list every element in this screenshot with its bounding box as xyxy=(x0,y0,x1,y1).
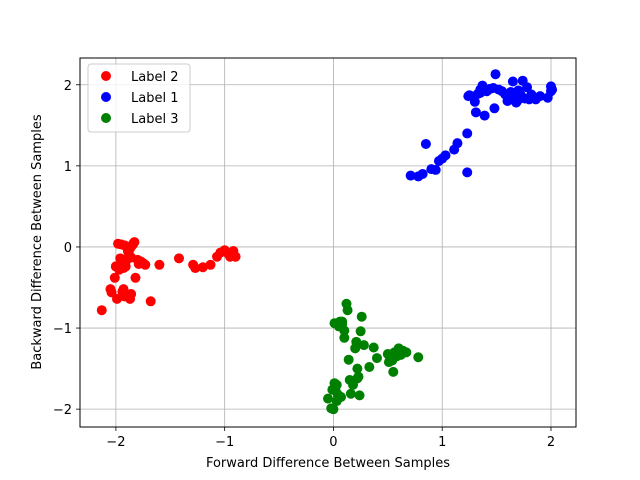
y-tick-label: 0 xyxy=(64,241,72,256)
point-label-1 xyxy=(440,150,451,161)
point-label-3 xyxy=(371,353,382,364)
point-label-2 xyxy=(190,263,201,274)
legend: Label 2 Label 1 Label 3 xyxy=(87,63,191,133)
x-tick-label: −2 xyxy=(106,435,125,450)
legend-marker-label-3 xyxy=(101,113,111,123)
point-label-3 xyxy=(413,352,424,363)
point-label-3 xyxy=(336,391,347,402)
legend-label-label-2: Label 2 xyxy=(131,70,178,85)
point-label-1 xyxy=(489,103,500,114)
point-label-2 xyxy=(173,253,184,264)
y-tick-label: 2 xyxy=(64,79,72,94)
point-label-3 xyxy=(323,393,333,404)
y-axis-label: Backward Difference Between Samples xyxy=(30,114,45,370)
point-label-3 xyxy=(358,340,369,351)
point-label-3 xyxy=(368,342,379,353)
point-label-3 xyxy=(352,363,363,374)
x-axis-label: Forward Difference Between Samples xyxy=(206,456,450,471)
legend-box xyxy=(87,63,191,133)
point-label-3 xyxy=(388,366,399,377)
point-label-3 xyxy=(355,326,366,337)
point-label-2 xyxy=(197,262,208,273)
point-label-1 xyxy=(417,168,428,179)
point-label-2 xyxy=(205,259,216,270)
legend-label-label-3: Label 3 xyxy=(131,112,178,127)
x-tick-label: 1 xyxy=(438,435,446,450)
point-label-1 xyxy=(452,138,463,149)
point-label-3 xyxy=(343,354,354,365)
point-label-1 xyxy=(470,107,481,118)
point-label-1 xyxy=(547,84,558,95)
point-label-3 xyxy=(352,373,363,384)
point-label-1 xyxy=(490,69,501,80)
point-label-1 xyxy=(511,97,522,108)
point-label-3 xyxy=(401,347,412,358)
point-label-1 xyxy=(469,96,480,107)
point-label-1 xyxy=(500,89,511,100)
point-label-2 xyxy=(140,259,151,270)
point-label-3 xyxy=(337,316,348,327)
x-tick-label: 0 xyxy=(329,435,337,450)
x-tick-label: −1 xyxy=(215,435,234,450)
point-label-2 xyxy=(126,252,137,263)
point-label-1 xyxy=(463,91,474,102)
point-label-1 xyxy=(462,128,473,139)
data-points xyxy=(96,69,558,415)
point-label-3 xyxy=(329,378,340,389)
point-label-1 xyxy=(420,138,431,149)
point-label-2 xyxy=(230,251,241,262)
point-label-2 xyxy=(109,272,120,283)
point-label-1 xyxy=(430,164,441,175)
point-label-2 xyxy=(111,293,122,304)
point-label-3 xyxy=(342,305,353,316)
y-tick-label: −2 xyxy=(53,403,72,418)
point-label-1 xyxy=(479,110,490,121)
point-label-2 xyxy=(119,240,130,251)
point-label-3 xyxy=(364,361,375,372)
point-label-2 xyxy=(154,259,165,270)
x-tick-label: 2 xyxy=(547,435,555,450)
point-label-3 xyxy=(354,390,365,401)
point-label-3 xyxy=(328,404,339,415)
point-label-3 xyxy=(339,332,350,343)
axis-ticks: −2 −1 0 1 2 −2 −1 0 1 2 xyxy=(53,79,555,450)
point-label-3 xyxy=(345,388,356,399)
point-label-1 xyxy=(475,87,486,98)
legend-marker-label-2 xyxy=(101,71,111,81)
point-label-1 xyxy=(535,91,546,102)
point-label-1 xyxy=(462,167,473,178)
point-label-2 xyxy=(145,296,156,307)
plot-frame xyxy=(79,57,577,428)
legend-label-label-1: Label 1 xyxy=(131,91,178,106)
point-label-3 xyxy=(351,336,362,347)
y-tick-label: −1 xyxy=(53,322,72,337)
point-label-2 xyxy=(130,272,141,283)
point-label-1 xyxy=(405,170,416,181)
y-tick-label: 1 xyxy=(64,160,72,175)
point-label-1 xyxy=(507,76,518,87)
point-label-1 xyxy=(522,82,533,93)
point-label-2 xyxy=(126,288,137,299)
point-label-2 xyxy=(96,305,107,316)
point-label-3 xyxy=(356,311,367,322)
point-label-2 xyxy=(110,261,121,272)
point-label-1 xyxy=(488,83,499,94)
legend-marker-label-1 xyxy=(101,92,111,102)
